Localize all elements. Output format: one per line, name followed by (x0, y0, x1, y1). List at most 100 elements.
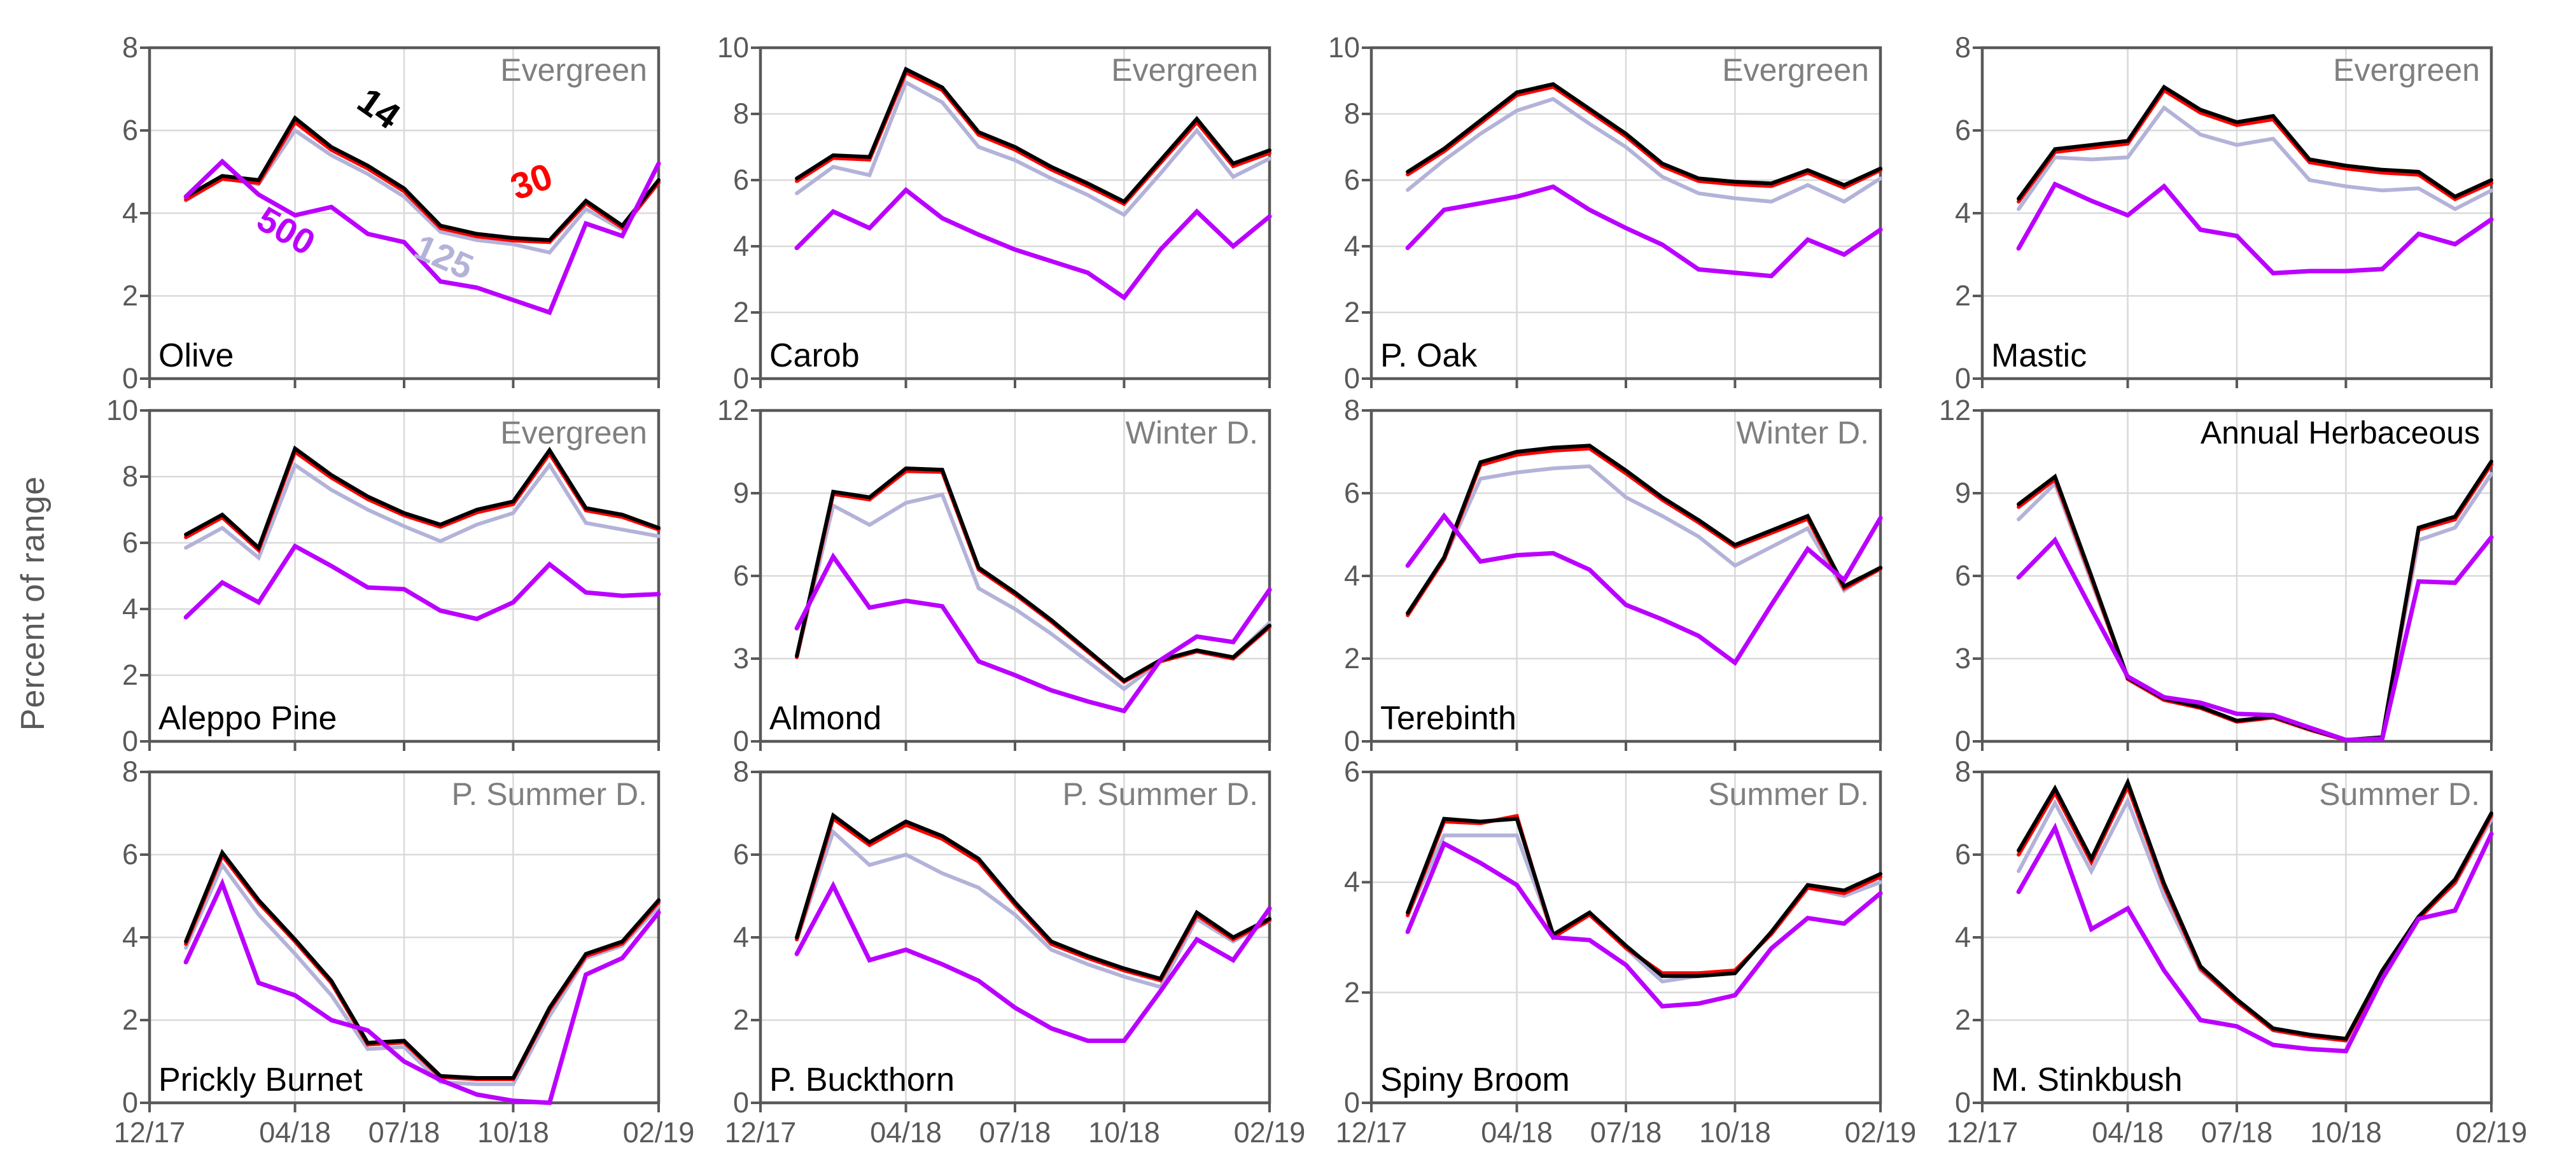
plot-border (1980, 409, 2493, 743)
x-tick-label: 02/19 (1844, 1116, 1917, 1149)
series-line-500 (2016, 181, 2494, 276)
y-tick-label: 0 (122, 362, 138, 395)
y-tick-label: 6 (122, 114, 138, 146)
x-tick-label: 02/19 (622, 1116, 695, 1149)
species-label: Almond (769, 700, 882, 737)
y-tick-label: 6 (1343, 477, 1360, 509)
y-axis-title: Percent of range (15, 475, 52, 731)
species-label: P. Oak (1380, 337, 1478, 374)
series-line-30 (795, 69, 1271, 207)
y-tick-label: 0 (1343, 1086, 1360, 1119)
y-tick-label: 6 (732, 559, 749, 592)
y-tick-label: 8 (1954, 31, 1971, 64)
y-tick-label: 4 (1343, 230, 1360, 262)
y-tick-label: 10 (717, 31, 749, 64)
y-tick-label: 0 (1343, 725, 1360, 757)
x-tick-label: 04/18 (259, 1116, 331, 1149)
y-tick-label: 2 (732, 1004, 749, 1036)
x-tick-label: 07/18 (368, 1116, 440, 1149)
series-line-500 (1405, 512, 1883, 666)
chart-plot-annual-herbaceous (1973, 409, 2494, 751)
series-line-14 (184, 115, 661, 242)
series-line-30 (1406, 85, 1882, 190)
group-label: Evergreen (1111, 52, 1258, 88)
x-tick-label: 12/17 (724, 1116, 797, 1149)
y-tick-label: 0 (1343, 362, 1360, 395)
series-line-500 (183, 878, 661, 1105)
y-tick-label: 2 (122, 659, 138, 691)
series-line-14 (1406, 816, 1882, 978)
series-line-125 (1406, 97, 1882, 204)
y-tick-label: 12 (1938, 394, 1971, 426)
series-line-14 (1406, 81, 1882, 188)
y-tick-label: 4 (732, 921, 749, 953)
y-tick-label: 8 (1343, 394, 1360, 426)
series-line-30 (184, 851, 661, 1081)
species-label: Olive (158, 337, 234, 374)
chart-plot-p-oak (1362, 46, 1883, 388)
chart-plot-mastic (1973, 46, 2494, 388)
series-line-500 (1405, 840, 1883, 1009)
group-label: P. Summer D. (1062, 776, 1259, 812)
series-line-14 (1406, 444, 1882, 615)
series-line-14 (184, 848, 661, 1080)
x-tick-label: 10/18 (1699, 1116, 1771, 1149)
series-line-14 (184, 445, 661, 552)
y-tick-label: 6 (1343, 755, 1360, 788)
chart-plot-almond (751, 409, 1272, 751)
y-tick-label: 2 (122, 279, 138, 312)
species-label: Spiny Broom (1380, 1061, 1570, 1098)
y-tick-label: 3 (732, 642, 749, 675)
y-tick-label: 10 (1327, 31, 1360, 64)
x-tick-label: 10/18 (477, 1116, 549, 1149)
series-line-14 (795, 466, 1271, 683)
y-tick-label: 6 (1954, 114, 1971, 146)
y-tick-label: 6 (122, 526, 138, 559)
y-tick-label: 10 (106, 394, 138, 426)
series-line-30 (1406, 813, 1882, 976)
species-label: Prickly Burnet (158, 1061, 363, 1098)
y-tick-label: 0 (732, 725, 749, 757)
y-tick-label: 6 (1954, 559, 1971, 592)
series-line-125 (795, 828, 1271, 990)
plot-border (1369, 46, 1882, 381)
series-line-14 (2017, 459, 2493, 742)
x-tick-label: 12/17 (113, 1116, 186, 1149)
y-tick-label: 2 (732, 296, 749, 328)
y-tick-label: 4 (1954, 197, 1971, 229)
species-label: Aleppo Pine (158, 700, 337, 737)
plot-border (148, 409, 661, 743)
x-tick-label: 07/18 (979, 1116, 1051, 1149)
plot-border (759, 770, 1271, 1105)
y-tick-label: 0 (1954, 1086, 1971, 1119)
series-line-14 (795, 66, 1271, 204)
y-tick-label: 2 (122, 1004, 138, 1036)
y-tick-label: 0 (1954, 725, 1971, 757)
chart-plot-prickly-burnet (140, 770, 661, 1112)
group-label: Winter D. (1125, 415, 1258, 451)
group-label: Winter D. (1736, 415, 1869, 451)
series-line-30 (1406, 446, 1882, 617)
series-line-500 (2016, 535, 2494, 743)
chart-plot-olive (140, 46, 661, 388)
plot-border (1980, 770, 2493, 1105)
species-label: P. Buckthorn (769, 1061, 955, 1098)
series-line-500 (794, 186, 1272, 301)
y-tick-label: 8 (122, 755, 138, 788)
plot-border (759, 409, 1271, 743)
species-label: Terebinth (1380, 700, 1516, 737)
y-tick-label: 0 (122, 725, 138, 757)
series-line-14 (2017, 777, 2493, 1041)
series-line-14 (795, 812, 1271, 981)
chart-plot-spiny-broom (1362, 770, 1883, 1112)
chart-plot-carob (751, 46, 1272, 388)
y-tick-label: 6 (732, 164, 749, 196)
y-tick-label: 8 (1343, 97, 1360, 130)
y-tick-label: 2 (1343, 296, 1360, 328)
x-tick-label: 10/18 (1088, 1116, 1160, 1149)
y-tick-label: 6 (122, 838, 138, 871)
x-tick-label: 04/18 (2092, 1116, 2164, 1149)
y-tick-label: 9 (732, 477, 749, 509)
y-tick-label: 4 (1954, 921, 1971, 953)
group-label: Evergreen (500, 52, 647, 88)
